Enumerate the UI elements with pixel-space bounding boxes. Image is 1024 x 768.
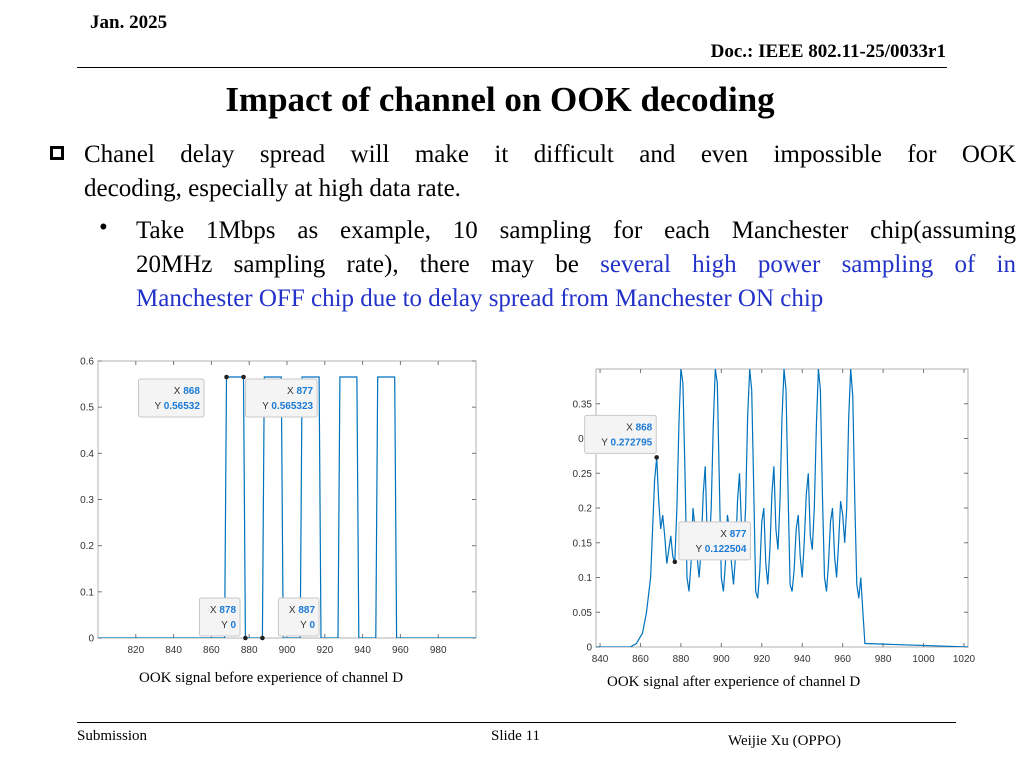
datatip-box — [138, 378, 205, 418]
datatip-y: Y 0 — [221, 620, 236, 631]
slide-title: Impact of channel on OOK decoding — [225, 80, 775, 119]
datatip-box — [277, 597, 320, 637]
datatip-y: Y 0.272795 — [601, 437, 652, 448]
y-tick-label: 0.6 — [80, 357, 94, 368]
x-tick-label: 860 — [632, 654, 649, 665]
caption-after-channel: OOK signal after experience of channel D — [607, 674, 861, 690]
caption-before-channel: OOK signal before experience of channel … — [139, 670, 404, 686]
datatip-y: Y 0 — [300, 620, 315, 631]
y-tick-label: 0.25 — [573, 469, 593, 480]
x-tick-label: 880 — [673, 654, 690, 665]
y-tick-label: 0.05 — [573, 608, 593, 619]
datatip-marker — [224, 374, 229, 380]
datatip-x: X 877 — [287, 386, 314, 397]
x-tick-label: 840 — [165, 645, 182, 656]
round-bullet-icon: • — [99, 214, 108, 241]
datatip-x: X 877 — [720, 529, 747, 540]
header-date: Jan. 2025 — [90, 12, 168, 33]
y-tick-label: 0.4 — [80, 449, 94, 460]
x-tick-label: 920 — [316, 645, 333, 656]
y-tick-label: 0 — [586, 643, 592, 654]
datatip: X 868 Y 0.272795 — [584, 414, 659, 460]
bullet-2-line-2-highlight: several high power sampling of in — [600, 251, 1016, 278]
y-tick-label: 0.2 — [80, 541, 94, 552]
x-tick-label: 880 — [241, 645, 258, 656]
bullet-2-line-1: Take 1Mbps as example, 10 sampling for e… — [136, 217, 1016, 244]
x-tick-label: 960 — [834, 654, 851, 665]
datatip-box — [584, 414, 657, 454]
bullet-2-line-3-highlight: Manchester OFF chip due to delay spread … — [136, 285, 824, 312]
bullet-1-text: Chanel delay spread will make it difficu… — [84, 138, 1016, 206]
x-tick-label: 980 — [875, 654, 892, 665]
datatip-y: Y 0.122504 — [695, 544, 746, 555]
datatip-x: X 868 — [174, 386, 201, 397]
bullet-2-line-2-plain: 20MHz sampling rate), there may be — [136, 251, 601, 278]
x-tick-label: 900 — [713, 654, 730, 665]
x-tick-label: 920 — [753, 654, 770, 665]
y-tick-label: 0 — [88, 634, 94, 645]
datatip-x: X 887 — [289, 605, 316, 616]
datatip: X 868 Y 0.56532 — [138, 374, 229, 418]
x-tick-label: 820 — [127, 645, 144, 656]
bullet-1-line-1: Chanel delay spread will make it difficu… — [84, 141, 1016, 168]
square-bullet-icon — [50, 146, 64, 160]
datatip-box — [198, 597, 241, 637]
y-tick-label: 0.15 — [573, 538, 593, 549]
x-tick-label: 980 — [430, 645, 447, 656]
datatip-marker — [243, 635, 248, 641]
x-tick-label: 900 — [279, 645, 296, 656]
ook-before-chart: 820 840 860 880 900 920 940 960 980 0 0.1 0.2 0.3 0.4… — [80, 357, 477, 656]
x-tick-label: 840 — [592, 654, 609, 665]
bullet-2-text: Take 1Mbps as example, 10 sampling for e… — [136, 214, 1016, 316]
y-tick-label: 0.3 — [80, 495, 94, 506]
datatip-y: Y 0.56532 — [154, 401, 200, 412]
datatip: X 877 Y 0.565323 — [241, 374, 318, 418]
datatip-x: X 868 — [626, 422, 653, 433]
datatip: X 887 Y 0 — [260, 597, 320, 641]
footer-rule — [77, 722, 956, 723]
bullet-2-line-2: 20MHz sampling rate), there may be sever… — [136, 248, 1016, 282]
x-tick-label: 1020 — [953, 654, 976, 665]
x-tick-label: 940 — [794, 654, 811, 665]
y-tick-label: 0.5 — [80, 403, 94, 414]
x-tick-label: 960 — [392, 645, 409, 656]
ook-after-chart: 840 860 880 900 920 940 960 980 1000 1020 0 0.05 0.1… — [573, 368, 976, 665]
footer-submission: Submission — [77, 728, 148, 744]
series-line — [98, 376, 476, 638]
datatip-box — [678, 521, 751, 561]
datatip: X 877 Y 0.122504 — [672, 521, 751, 565]
y-tick-label: 0.1 — [80, 587, 94, 598]
datatip-marker — [672, 559, 678, 565]
datatip: X 878 Y 0 — [198, 597, 248, 641]
x-tick-label: 1000 — [912, 654, 935, 665]
y-tick-label: 0.35 — [573, 399, 593, 410]
datatip-x: X 878 — [210, 605, 237, 616]
bullet-1-line-2: decoding, especially at high data rate. — [84, 175, 461, 202]
footer-author: Weijie Xu (OPPO) — [728, 733, 841, 749]
datatip-box — [245, 378, 318, 418]
series-line — [596, 369, 968, 647]
header-doc-id: Doc.: IEEE 802.11-25/0033r1 — [710, 41, 946, 62]
x-tick-label: 860 — [203, 645, 220, 656]
header-rule — [77, 67, 947, 68]
y-tick-label: 0.2 — [578, 504, 592, 515]
datatip-marker — [260, 635, 265, 641]
datatip-y: Y 0.565323 — [262, 401, 313, 412]
footer-slide-number: Slide 11 — [491, 728, 541, 744]
datatip-marker — [654, 455, 659, 460]
x-tick-label: 940 — [354, 645, 371, 656]
y-tick-label: 0.1 — [578, 573, 592, 584]
datatip-marker — [241, 374, 246, 380]
